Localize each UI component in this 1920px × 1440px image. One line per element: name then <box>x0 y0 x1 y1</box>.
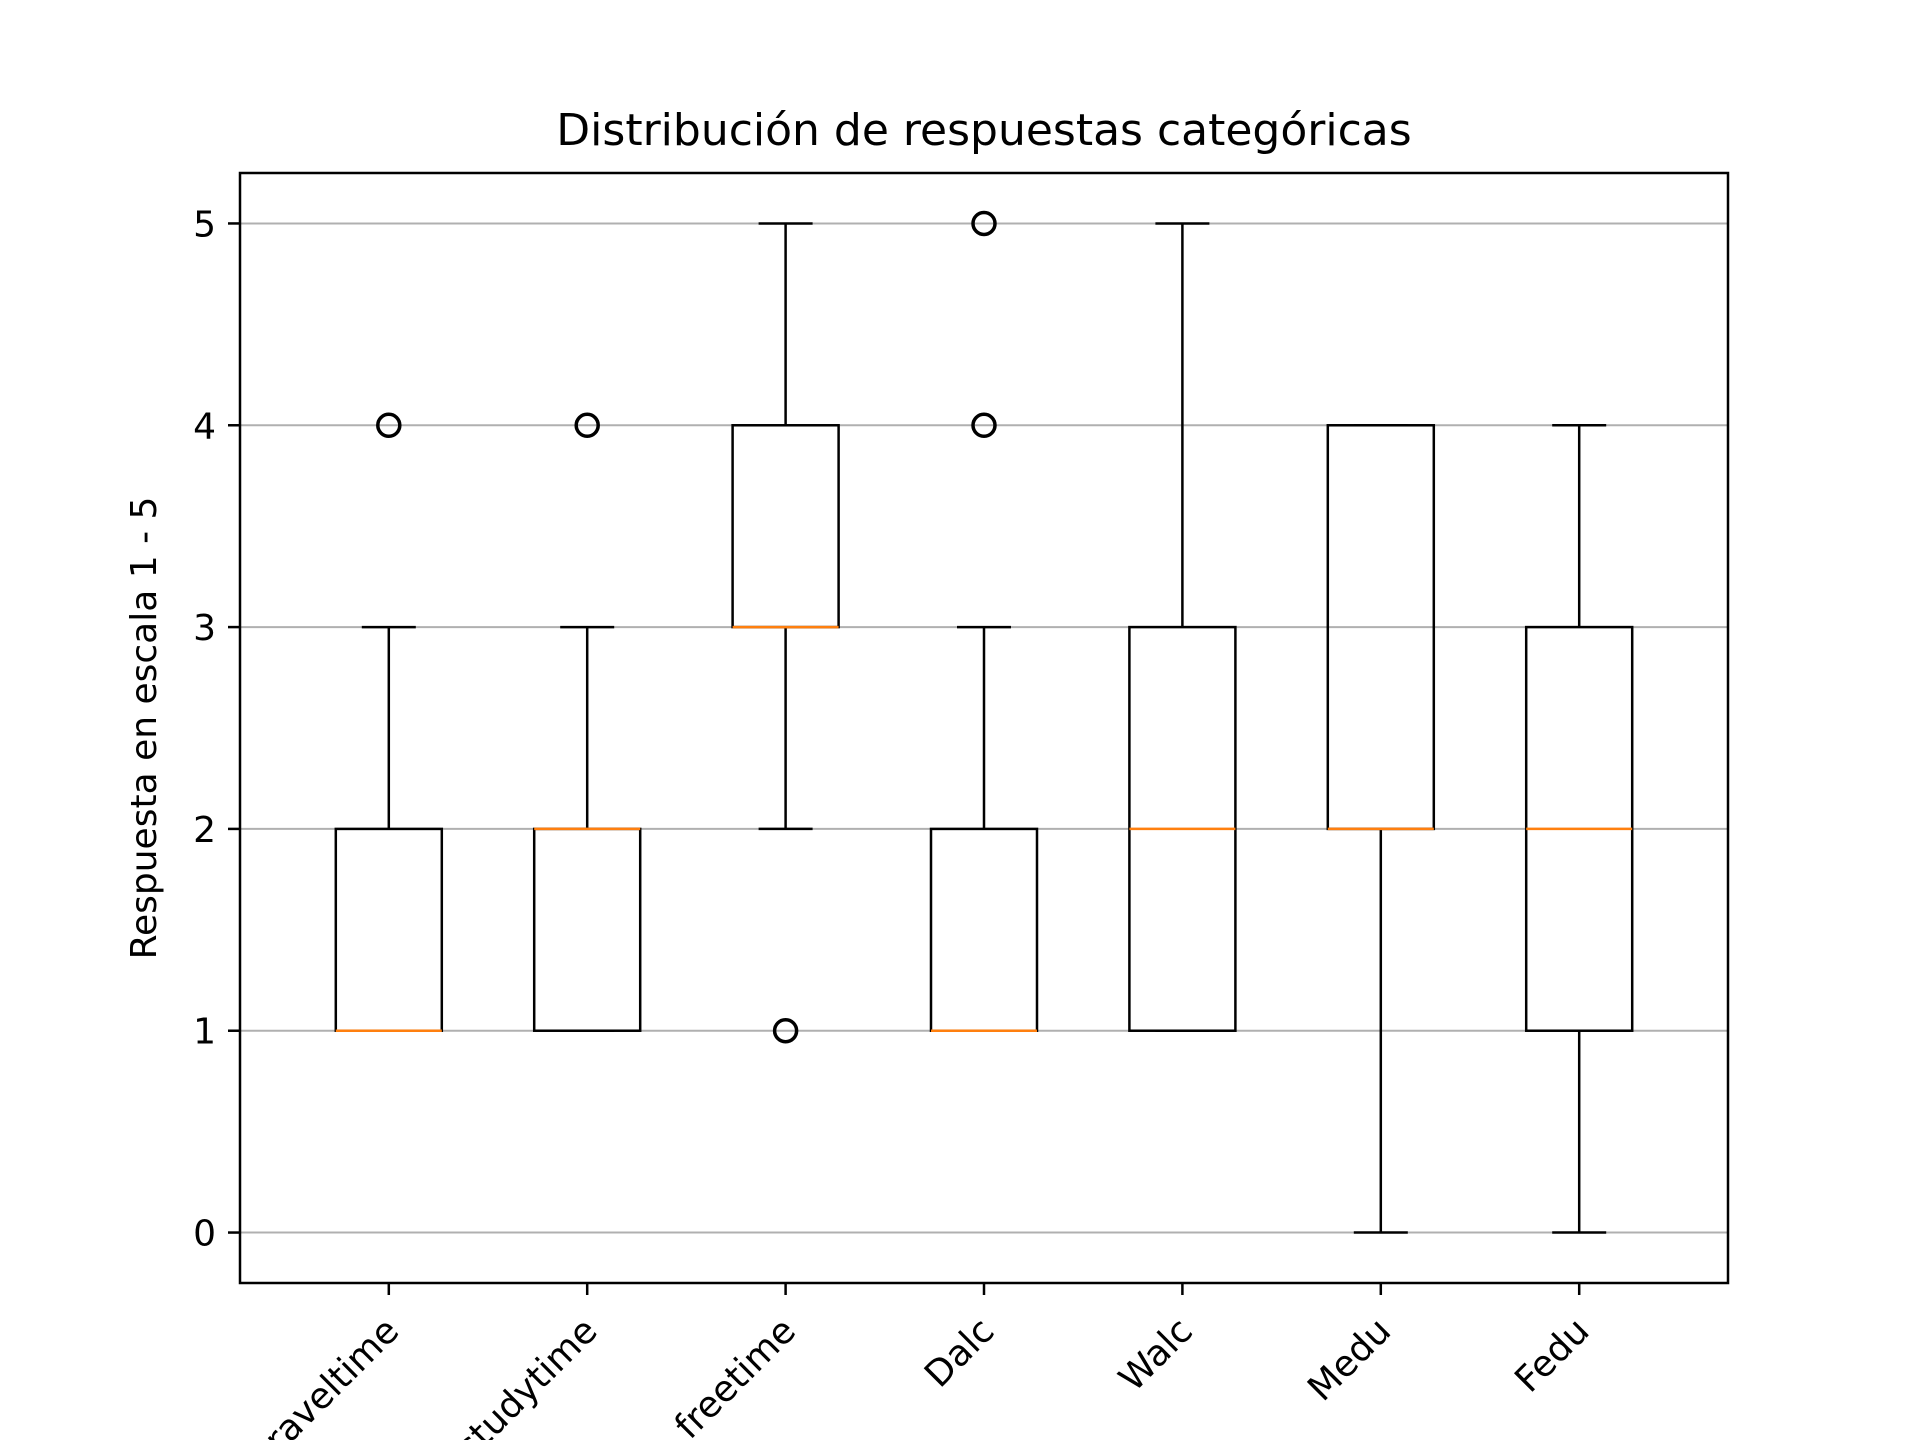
chart-title: Distribución de respuestas categóricas <box>556 105 1411 156</box>
y-tick-label: 2 <box>193 810 216 851</box>
outlier-point <box>971 412 997 439</box>
y-axis-ticks: 0 1 2 3 4 5 <box>193 204 240 1255</box>
box-Dalc <box>929 210 1039 1032</box>
y-tick-label: 0 <box>193 1214 216 1255</box>
box-Walc <box>1128 222 1237 1032</box>
y-tick-label: 1 <box>193 1012 216 1053</box>
outlier-point <box>376 412 402 439</box>
box-Fedu <box>1524 424 1634 1234</box>
box-traveltime <box>334 412 444 1032</box>
y-tick-label: 3 <box>193 608 216 649</box>
boxes <box>334 210 1634 1234</box>
y-tick-label: 4 <box>193 406 216 447</box>
box-studytime <box>532 412 642 1032</box>
box-freetime <box>731 222 840 1044</box>
box-Medu <box>1326 424 1436 1234</box>
y-tick-label: 5 <box>193 204 216 245</box>
y-axis-label: Respuesta en escala 1 - 5 <box>124 497 165 960</box>
outlier-point <box>574 412 600 439</box>
outlier-point <box>971 210 997 237</box>
outlier-point <box>772 1017 799 1044</box>
